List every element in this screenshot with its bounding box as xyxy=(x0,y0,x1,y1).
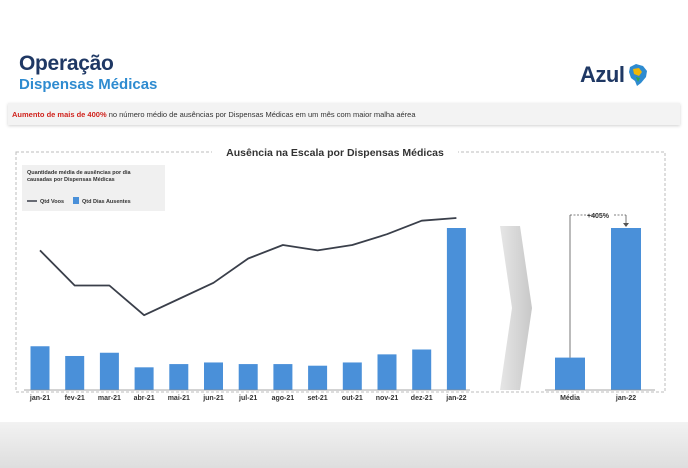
legend-box xyxy=(22,165,165,211)
tick-label-jun-21: jun-21 xyxy=(202,395,224,402)
side-annotation: +405% xyxy=(569,213,629,358)
bar-abr-21 xyxy=(134,367,154,390)
tick-label-nov-21: nov-21 xyxy=(376,395,399,402)
banner-text: no número médio de ausências por Dispens… xyxy=(106,109,416,119)
side-bar-media xyxy=(555,357,585,390)
annotation-arrow-icon xyxy=(623,223,629,227)
legend-title-line: causadas por Dispensas Médicas xyxy=(27,177,115,183)
bar-jul-21 xyxy=(238,364,258,390)
main-line xyxy=(39,217,457,317)
bar-ago-21 xyxy=(273,364,293,390)
chart-frame xyxy=(15,151,666,393)
main-bars xyxy=(30,228,466,390)
bar-nov-21 xyxy=(377,354,397,390)
tick-label-fev-21: fev-21 xyxy=(65,395,85,402)
side-x-ticks: Média jan-22 xyxy=(560,395,636,402)
chart-title-backdrop xyxy=(212,144,458,160)
tick-label-ago-21: ago-21 xyxy=(272,395,295,402)
tick-label-mar-21: mar-21 xyxy=(98,395,121,402)
highlight-banner: Aumento de mais de 400% no número médio … xyxy=(8,103,680,125)
bar-mai-21 xyxy=(169,364,189,390)
tick-label-jan-22: jan-22 xyxy=(445,395,466,402)
legend-bar-swatch xyxy=(73,197,79,204)
banner-highlight-text: Aumento de mais de 400% xyxy=(12,109,107,119)
tick-label-jan-21: jan-21 xyxy=(29,395,50,402)
bottom-band xyxy=(0,422,688,468)
chart-title: Ausência na Escala por Dispensas Médicas xyxy=(226,147,444,159)
side-tick-label-jan-22: jan-22 xyxy=(615,395,636,402)
chevron-arrow-icon xyxy=(500,226,532,390)
page-title: Operação xyxy=(19,52,114,75)
bar-jan-21 xyxy=(30,346,50,390)
bar-out-21 xyxy=(342,362,362,390)
annotation-label: +405% xyxy=(587,213,610,220)
bar-set-21 xyxy=(308,365,328,390)
legend-title-line: Quantidade média de ausências por dia xyxy=(27,170,132,176)
page-subtitle: Dispensas Médicas xyxy=(19,76,158,93)
tick-label-set-21: set-21 xyxy=(307,395,327,402)
side-bars xyxy=(555,228,641,390)
brazil-map-icon xyxy=(629,64,648,86)
side-tick-label-media: Média xyxy=(560,395,580,402)
legend-title: Quantidade média de ausências por dia cau… xyxy=(27,170,132,183)
bar-mar-21 xyxy=(99,352,119,390)
tick-label-dez-21: dez-21 xyxy=(411,395,433,402)
main-x-ticks: jan-21 fev-21 mar-21 abr-21 mai-21 jun-21 jul-… xyxy=(29,395,467,402)
series-line-qtd-voos xyxy=(39,217,457,317)
azul-logo: Azul xyxy=(580,60,649,90)
bar-jun-21 xyxy=(204,362,223,390)
legend-label-bar: Qtd Dias Ausentes xyxy=(82,199,131,205)
legend-label-line: Qtd Voos xyxy=(40,199,64,205)
side-bar-jan-22 xyxy=(611,228,641,390)
bar-dez-21 xyxy=(412,349,432,390)
tick-label-jul-21: jul-21 xyxy=(238,395,257,402)
bar-fev-21 xyxy=(65,355,85,390)
tick-label-abr-21: abr-21 xyxy=(134,395,155,402)
logo-text: Azul xyxy=(580,62,625,87)
tick-label-out-21: out-21 xyxy=(342,395,363,402)
bar-jan-22 xyxy=(446,228,466,390)
tick-label-mai-21: mai-21 xyxy=(168,395,190,402)
